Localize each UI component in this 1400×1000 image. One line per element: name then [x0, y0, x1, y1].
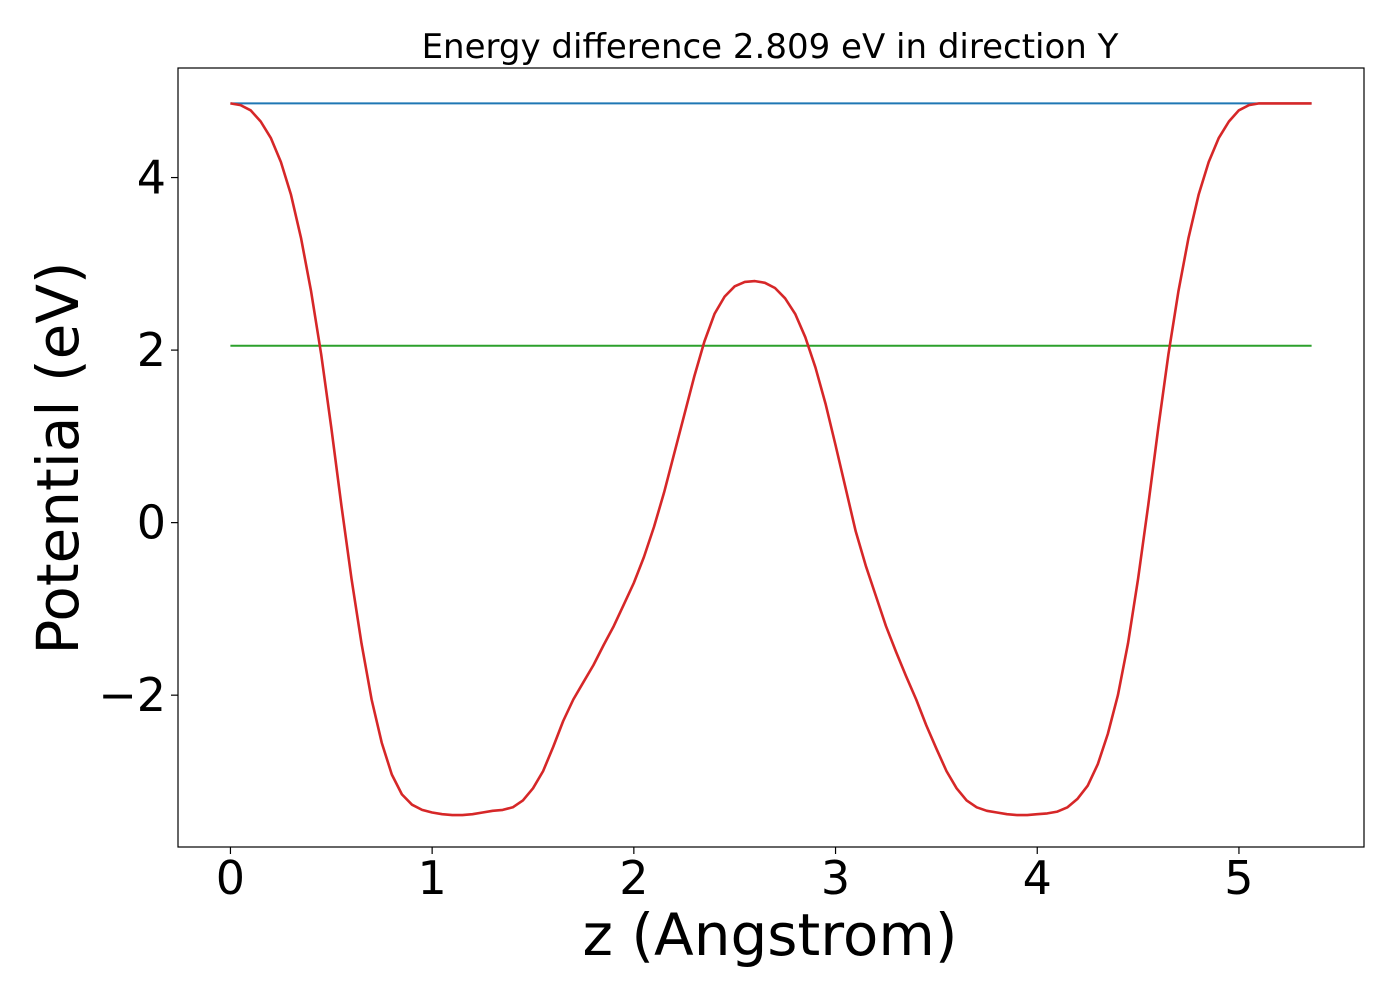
y-tick-label: 0 — [137, 496, 166, 550]
series-layer — [230, 102, 1312, 817]
y-tick-label: 2 — [137, 323, 166, 377]
x-tick-label: 0 — [216, 851, 245, 905]
x-tick-label: 4 — [1023, 851, 1052, 905]
y-tick-label: 4 — [137, 151, 166, 205]
x-tick-label: 5 — [1224, 851, 1253, 905]
series-line-2 — [230, 102, 1312, 817]
x-tick-label: 2 — [619, 851, 648, 905]
x-axis: 0 1 2 3 4 5 — [216, 847, 1254, 905]
x-tick-label: 3 — [821, 851, 850, 905]
x-tick-label: 1 — [418, 851, 447, 905]
chart-title: Energy difference 2.809 eV in direction … — [422, 27, 1119, 67]
y-axis-label: Potential (eV) — [24, 261, 92, 654]
plot-frame — [177, 67, 1365, 848]
x-axis-label: z (Angstrom) — [583, 901, 958, 969]
y-tick-label: −2 — [98, 668, 166, 722]
y-axis: −2 0 2 4 — [98, 151, 178, 722]
